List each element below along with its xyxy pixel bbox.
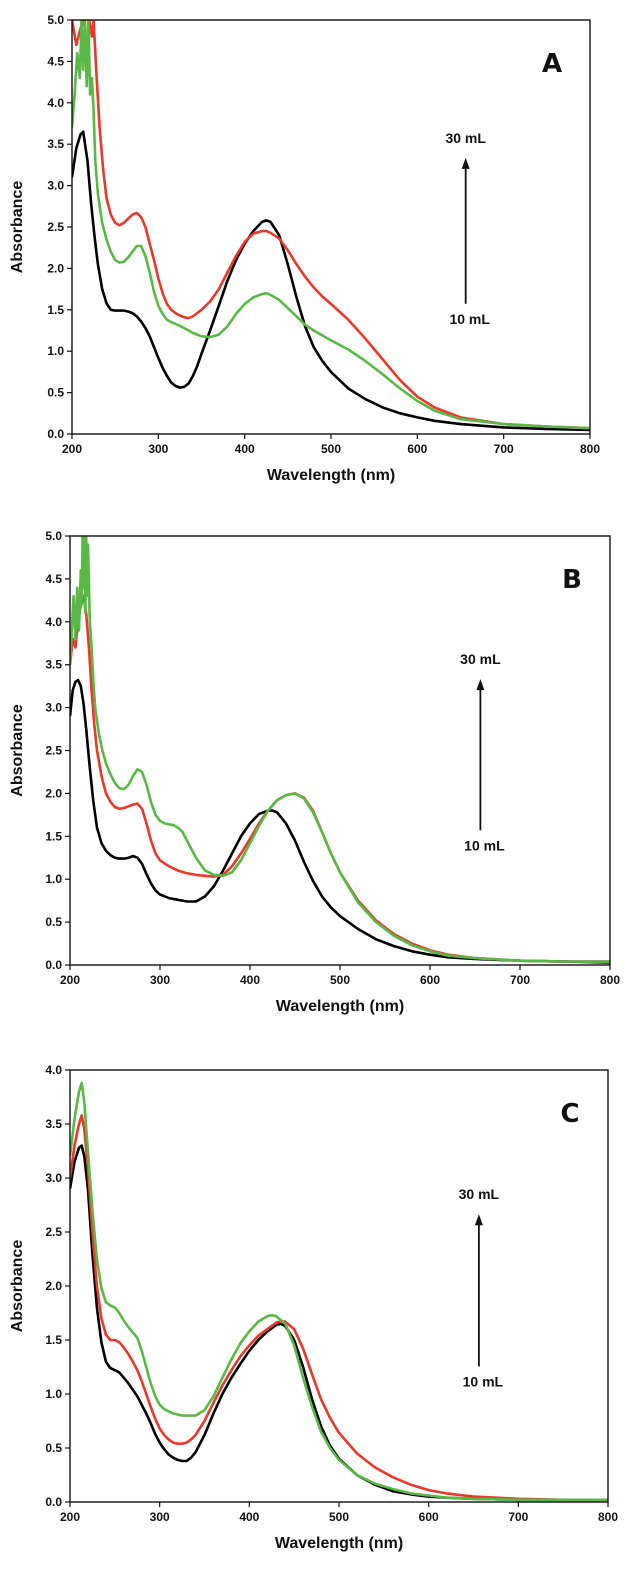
annotation-arrow-head	[461, 157, 470, 169]
y-tick-label: 4.0	[45, 615, 62, 629]
y-tick-label: 1.5	[45, 1333, 62, 1347]
x-axis-title: Wavelength (nm)	[276, 998, 404, 1015]
x-tick-label: 800	[598, 1510, 618, 1524]
chart-panel-a: 200 300 400 500 600 700 800 0.0 0.5 1.0 1.5 2.0 2.5 3…	[0, 0, 630, 510]
y-tick-label: 2.0	[45, 786, 62, 800]
y-tick-label: 5.0	[45, 529, 62, 543]
x-tick-label: 800	[580, 442, 600, 456]
chart-svg-c: 200 300 400 500 600 700 800 0.0 0.5 1.0 1.5 2.0 2.5 3…	[9, 1063, 618, 1552]
series-line-3	[70, 1081, 608, 1502]
y-tick-label: 1.0	[47, 344, 64, 358]
series-line-2	[70, 1114, 608, 1502]
plot-frame	[69, 535, 611, 966]
y-tick-label: 3.0	[45, 1171, 62, 1185]
annotation-bottom-label: 10 mL	[463, 1373, 504, 1389]
y-tick-label: 2.5	[47, 220, 64, 234]
x-axis-title: Wavelength (nm)	[275, 1535, 403, 1552]
x-tick-label: 600	[420, 973, 440, 987]
y-tick-label: 1.5	[47, 303, 64, 317]
y-tick-label: 2.5	[45, 744, 62, 758]
x-tick-label: 700	[494, 442, 514, 456]
annotation-top-label: 30 mL	[460, 651, 501, 667]
y-tick-label: 0.5	[47, 386, 64, 400]
x-axis-title: Wavelength (nm)	[267, 467, 395, 484]
x-tick-label: 700	[508, 1510, 528, 1524]
y-tick-label: 3.5	[45, 658, 62, 672]
series-line-2	[72, 20, 590, 430]
panel-label: C	[560, 1099, 579, 1129]
y-axis-title: Absorbance	[9, 1240, 26, 1333]
y-tick-label: 1.0	[45, 872, 62, 886]
x-tick-label: 700	[510, 973, 530, 987]
plot-frame	[69, 1069, 609, 1503]
y-tick-label: 3.5	[47, 137, 64, 151]
x-tick-label: 200	[62, 442, 82, 456]
series-line-2	[70, 594, 610, 963]
series-line-1	[70, 1144, 608, 1502]
x-tick-label: 400	[239, 1510, 259, 1524]
y-tick-label: 0.0	[47, 427, 64, 441]
y-tick-label: 3.0	[45, 701, 62, 715]
y-tick-label: 0.0	[45, 958, 62, 972]
y-tick-label: 0.5	[45, 915, 62, 929]
x-tick-label: 400	[235, 442, 255, 456]
y-tick-label: 2.0	[47, 261, 64, 275]
series-group	[72, 20, 590, 432]
x-tick-label: 200	[60, 973, 80, 987]
annotation-top-label: 30 mL	[459, 1186, 500, 1202]
y-tick-label: 4.0	[47, 96, 64, 110]
chart-svg-a: 200 300 400 500 600 700 800 0.0 0.5 1.0 1.5 2.0 2.5 3…	[9, 13, 600, 484]
panel-label: A	[542, 49, 562, 79]
x-tick-label: 800	[600, 973, 620, 987]
chart-panel-c: 200 300 400 500 600 700 800 0.0 0.5 1.0 1.5 2.0 2.5 3…	[0, 1058, 630, 1583]
y-tick-label: 0.0	[45, 1495, 62, 1509]
series-group	[70, 536, 610, 964]
annotation-arrow-head	[474, 1214, 483, 1226]
series-line-3	[70, 536, 610, 963]
y-tick-label: 2.0	[45, 1279, 62, 1293]
annotation-top-label: 30 mL	[445, 130, 486, 146]
x-tick-label: 600	[419, 1510, 439, 1524]
annotation-bottom-label: 10 mL	[464, 837, 505, 853]
y-tick-label: 1.0	[45, 1387, 62, 1401]
y-axis-title: Absorbance	[9, 704, 26, 797]
series-line-3	[72, 20, 590, 430]
x-tick-label: 300	[150, 1510, 170, 1524]
series-line-1	[72, 130, 590, 432]
y-tick-label: 3.5	[45, 1117, 62, 1131]
y-tick-label: 1.5	[45, 829, 62, 843]
y-tick-label: 5.0	[47, 13, 64, 27]
y-tick-label: 4.5	[45, 572, 62, 586]
x-tick-label: 500	[330, 973, 350, 987]
series-group	[70, 1081, 608, 1502]
x-tick-label: 600	[407, 442, 427, 456]
y-tick-label: 3.0	[47, 179, 64, 193]
annotation-arrow-head	[476, 679, 485, 691]
y-axis-title: Absorbance	[9, 181, 26, 274]
x-tick-label: 500	[329, 1510, 349, 1524]
x-tick-label: 200	[60, 1510, 80, 1524]
x-tick-label: 300	[148, 442, 168, 456]
chart-panel-b: 200 300 400 500 600 700 800 0.0 0.5 1.0 1.5 2.0 2.5 3…	[0, 520, 630, 1040]
y-tick-label: 2.5	[45, 1225, 62, 1239]
y-tick-label: 0.5	[45, 1441, 62, 1455]
series-line-1	[70, 678, 610, 964]
chart-svg-b: 200 300 400 500 600 700 800 0.0 0.5 1.0 1.5 2.0 2.5 3…	[9, 529, 620, 1015]
y-tick-label: 4.5	[47, 54, 64, 68]
x-tick-label: 500	[321, 442, 341, 456]
x-tick-label: 400	[240, 973, 260, 987]
x-tick-label: 300	[150, 973, 170, 987]
y-tick-label: 4.0	[45, 1063, 62, 1077]
annotation-bottom-label: 10 mL	[449, 311, 490, 327]
panel-label: B	[562, 565, 582, 595]
